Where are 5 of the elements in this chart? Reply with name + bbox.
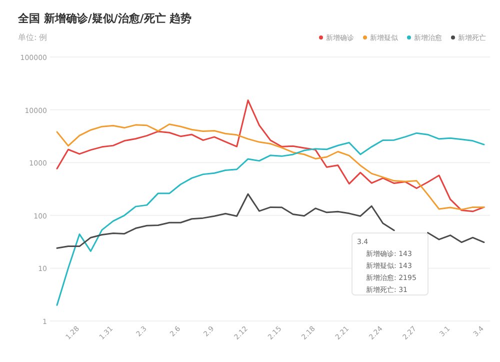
line-series [56, 100, 485, 212]
line-series [56, 123, 485, 210]
chart-subtitle: 单位: 例 [18, 33, 48, 42]
chart-title: 全国 新增确诊/疑似/治愈/死亡 趋势 [17, 12, 192, 25]
line-series [56, 132, 485, 306]
